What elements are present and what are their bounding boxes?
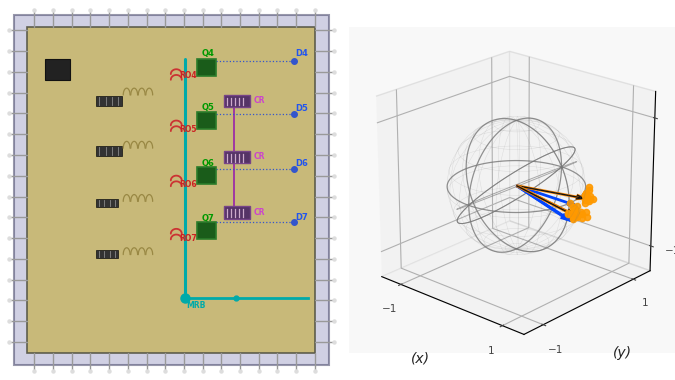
Text: RO7: RO7 [180, 234, 198, 243]
Bar [197, 112, 215, 129]
Bar [96, 199, 118, 207]
Bar [96, 146, 122, 156]
Text: CR: CR [253, 152, 265, 161]
Bar [197, 222, 215, 239]
Bar [224, 151, 250, 163]
Text: D7: D7 [295, 213, 308, 222]
Text: Q7: Q7 [202, 214, 215, 223]
Text: CR: CR [253, 207, 265, 217]
Bar [96, 96, 122, 106]
Bar [96, 250, 118, 258]
Text: MRB: MRB [186, 301, 206, 310]
Bar [224, 206, 250, 218]
Text: Q4: Q4 [202, 49, 215, 58]
Text: CR: CR [253, 96, 265, 105]
Bar [224, 95, 250, 107]
Text: D6: D6 [295, 159, 308, 168]
Y-axis label: (y): (y) [613, 347, 632, 361]
Text: D4: D4 [295, 49, 308, 59]
Text: Q5: Q5 [202, 103, 215, 112]
X-axis label: (x): (x) [411, 352, 430, 366]
Bar [45, 59, 70, 80]
Text: D5: D5 [295, 104, 308, 113]
Bar [28, 27, 315, 353]
Text: RO6: RO6 [180, 180, 197, 189]
Text: RO5: RO5 [180, 125, 197, 134]
Bar [197, 59, 215, 76]
Text: Q6: Q6 [202, 159, 215, 168]
Bar [197, 167, 215, 184]
Text: RO4: RO4 [180, 71, 197, 81]
